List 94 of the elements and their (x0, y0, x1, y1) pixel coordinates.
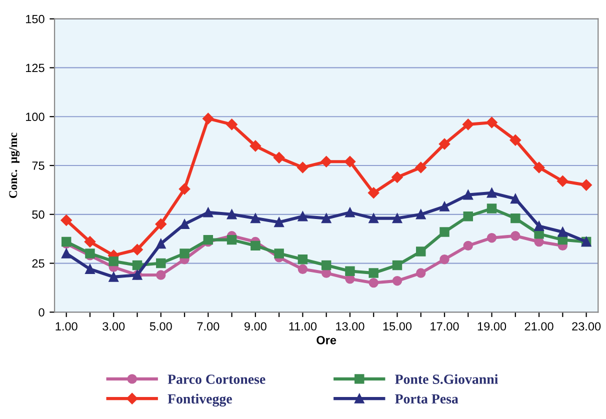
point (320, 156, 332, 168)
point (368, 278, 378, 288)
y-tick-label: 75 (32, 162, 44, 170)
point (392, 276, 402, 286)
point (486, 188, 497, 198)
point (226, 118, 238, 130)
point (321, 213, 332, 224)
point (297, 162, 308, 174)
y-tick-label: 100 (26, 112, 44, 122)
point (274, 248, 284, 258)
point (510, 213, 520, 224)
point (180, 248, 190, 258)
point (345, 208, 355, 218)
point (392, 260, 402, 270)
legend-label: Porta Pesa (395, 394, 458, 404)
x-tick-label: 11.00 (289, 322, 317, 331)
point (463, 240, 473, 251)
point (344, 156, 356, 168)
point (462, 118, 474, 130)
point (438, 138, 450, 150)
point (108, 256, 118, 266)
point (580, 179, 592, 191)
x-tick-label: 23.00 (572, 322, 601, 331)
point (108, 272, 118, 282)
x-tick-label: 9.00 (244, 322, 266, 331)
point (534, 221, 544, 231)
point (510, 134, 522, 146)
x-tick-label: 13.00 (336, 322, 364, 331)
point (486, 116, 498, 128)
point (274, 217, 284, 228)
point (226, 234, 237, 245)
legend-label: Parco Cortonese (168, 374, 266, 384)
point (558, 227, 568, 237)
point (392, 213, 402, 224)
point (132, 260, 142, 270)
point (226, 210, 237, 220)
point (557, 176, 568, 187)
point (85, 264, 95, 274)
point (321, 260, 332, 270)
point (463, 211, 473, 222)
point (486, 232, 497, 243)
point (440, 254, 450, 264)
point (155, 218, 166, 230)
point (298, 254, 308, 264)
point (510, 194, 520, 204)
point (392, 172, 403, 183)
point (368, 268, 378, 278)
point (463, 190, 473, 200)
x-tick-label: 3.00 (102, 322, 125, 331)
legend-label: Ponte S.Giovanni (395, 374, 498, 384)
point (486, 204, 497, 214)
x-tick-label: 19.00 (478, 322, 506, 331)
point (298, 211, 308, 222)
point (416, 210, 426, 220)
x-tick-label: 21.00 (524, 322, 554, 331)
point (510, 231, 520, 241)
y-tick-label: 25 (32, 259, 44, 268)
point (156, 238, 166, 249)
point (203, 208, 214, 218)
x-tick-label: 5.00 (150, 322, 172, 331)
point (180, 219, 190, 230)
point (202, 112, 214, 124)
point (533, 162, 545, 174)
point (60, 214, 72, 226)
point (416, 268, 426, 278)
point (250, 213, 260, 224)
y-tick-label: 125 (26, 64, 44, 72)
point (132, 244, 143, 256)
y-tick-label: 150 (26, 14, 44, 24)
point (273, 152, 285, 164)
x-tick-label: 1.00 (56, 322, 78, 331)
x-tick-label: 7.00 (197, 322, 220, 331)
point (368, 213, 378, 224)
point (250, 240, 260, 251)
y-axis-title: Conc. µg/mc (9, 132, 20, 198)
x-axis-title: Ore (316, 336, 336, 344)
point (156, 270, 166, 280)
point (61, 248, 72, 258)
point (440, 202, 450, 212)
point (178, 183, 190, 195)
point (368, 187, 380, 198)
point (250, 140, 262, 152)
point (415, 162, 426, 174)
x-tick-label: 17.00 (430, 322, 459, 331)
point (84, 236, 96, 248)
point (416, 246, 426, 256)
point (156, 258, 166, 268)
x-tick-label: 15.00 (383, 322, 412, 331)
y-tick-label: 50 (32, 210, 44, 219)
point (440, 227, 450, 237)
point (298, 264, 308, 274)
legend-label: Fontivegge (168, 394, 232, 406)
point (345, 266, 355, 276)
y-tick-label: 0 (38, 308, 44, 317)
